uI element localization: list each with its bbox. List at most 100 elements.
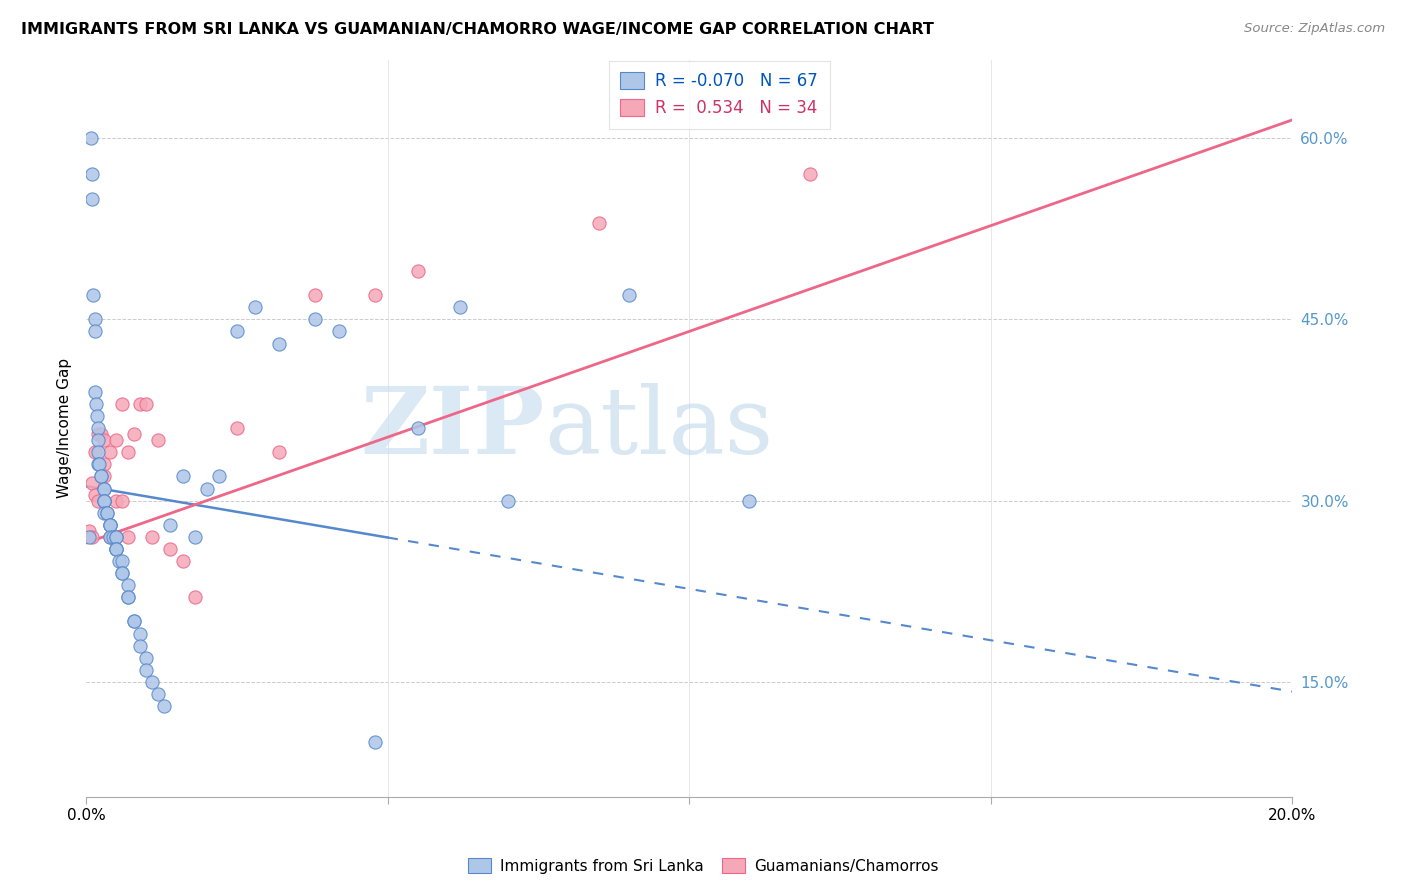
Point (141, 674, 163, 689)
Point (617, 288, 640, 302)
Point (141, 530, 163, 544)
Point (105, 530, 128, 544)
Text: atlas: atlas (544, 384, 773, 473)
Point (364, 288, 387, 302)
Point (98, 517, 121, 532)
Point (108, 554, 131, 568)
Point (82, 530, 104, 544)
Point (328, 325, 350, 339)
Point (87, 445, 110, 459)
Point (93, 493, 115, 508)
Point (93, 482, 115, 496)
Point (148, 434, 170, 448)
Point (82, 168, 104, 182)
Point (87, 493, 110, 508)
Point (111, 566, 134, 581)
Point (98, 517, 121, 532)
Point (93, 482, 115, 496)
Point (124, 615, 146, 629)
Point (96, 506, 118, 520)
Point (87, 427, 110, 442)
Point (406, 264, 429, 278)
Point (406, 421, 429, 435)
Point (93, 493, 115, 508)
Point (89, 458, 111, 472)
Point (87, 458, 110, 472)
Point (84, 384, 107, 399)
Point (98, 517, 121, 532)
Point (82, 288, 104, 302)
Point (86, 409, 108, 423)
Point (93, 434, 115, 448)
Text: ZIP: ZIP (360, 384, 544, 473)
Point (87, 421, 110, 435)
Point (124, 615, 146, 629)
Point (267, 445, 290, 459)
Y-axis label: Wage/Income Gap: Wage/Income Gap (58, 358, 72, 499)
Point (496, 493, 519, 508)
Point (111, 493, 134, 508)
Point (82, 475, 104, 490)
Point (153, 699, 176, 714)
Legend: R = -0.070   N = 67, R =  0.534   N = 34: R = -0.070 N = 67, R = 0.534 N = 34 (609, 61, 830, 128)
Point (82, 192, 104, 206)
Point (84, 397, 107, 411)
Point (80, 131, 103, 145)
Point (84, 487, 107, 501)
Point (225, 325, 247, 339)
Point (98, 445, 121, 459)
Point (225, 421, 247, 435)
Point (195, 482, 218, 496)
Point (93, 506, 115, 520)
Legend: Immigrants from Sri Lanka, Guamanians/Chamorros: Immigrants from Sri Lanka, Guamanians/Ch… (461, 852, 945, 880)
Text: Source: ZipAtlas.com: Source: ZipAtlas.com (1244, 22, 1385, 36)
Point (117, 591, 139, 605)
Point (111, 566, 134, 581)
Point (84, 325, 107, 339)
Point (117, 591, 139, 605)
Point (87, 434, 110, 448)
Point (183, 530, 205, 544)
Point (135, 397, 157, 411)
Point (148, 687, 170, 701)
Point (159, 541, 181, 556)
Point (364, 735, 387, 749)
Point (105, 541, 128, 556)
Point (799, 168, 821, 182)
Point (449, 301, 471, 315)
Point (98, 530, 121, 544)
Point (208, 469, 231, 483)
Point (90, 469, 112, 483)
Point (105, 530, 128, 544)
Point (96, 506, 118, 520)
Point (588, 216, 610, 230)
Point (129, 639, 152, 653)
Point (93, 469, 115, 483)
Point (83, 312, 105, 326)
Point (98, 530, 121, 544)
Point (183, 591, 205, 605)
Point (135, 650, 157, 665)
Point (304, 312, 326, 326)
Point (124, 427, 146, 442)
Point (159, 517, 181, 532)
Point (84, 445, 107, 459)
Point (267, 336, 290, 351)
Point (111, 554, 134, 568)
Point (111, 397, 134, 411)
Point (172, 469, 194, 483)
Point (93, 493, 115, 508)
Point (77, 530, 100, 544)
Point (129, 397, 152, 411)
Point (90, 427, 112, 442)
Text: IMMIGRANTS FROM SRI LANKA VS GUAMANIAN/CHAMORRO WAGE/INCOME GAP CORRELATION CHAR: IMMIGRANTS FROM SRI LANKA VS GUAMANIAN/C… (21, 22, 934, 37)
Point (172, 554, 194, 568)
Point (738, 493, 761, 508)
Point (103, 530, 125, 544)
Point (90, 469, 112, 483)
Point (117, 578, 139, 592)
Point (105, 541, 128, 556)
Point (304, 288, 326, 302)
Point (135, 663, 157, 677)
Point (105, 493, 128, 508)
